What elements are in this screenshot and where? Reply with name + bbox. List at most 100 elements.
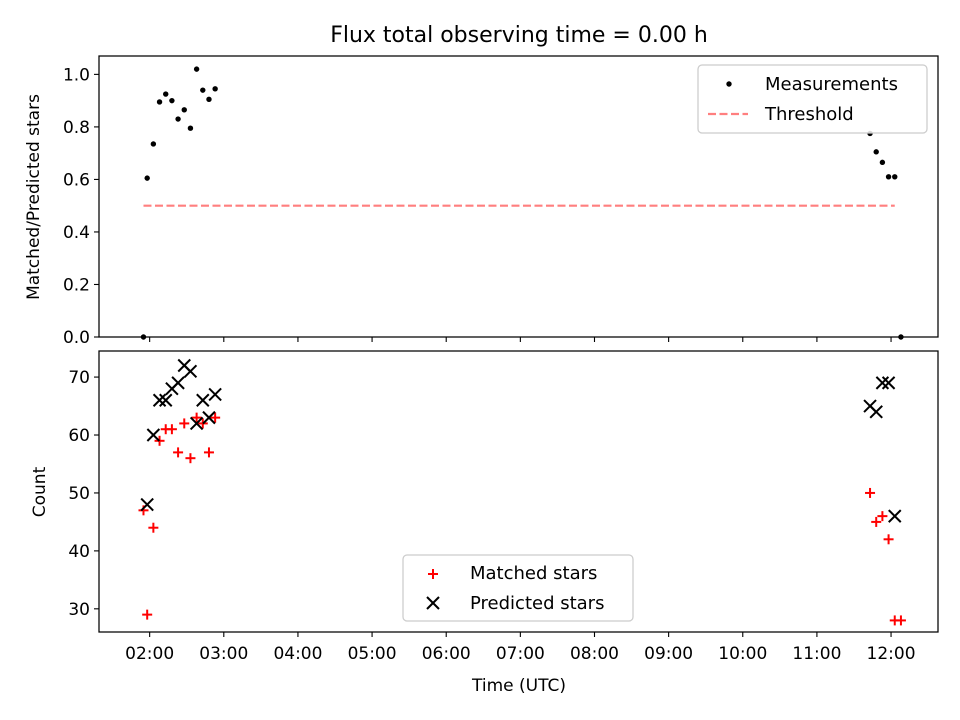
predicted-star-point xyxy=(202,410,216,425)
predicted-star-point xyxy=(171,376,185,390)
matched-star-point xyxy=(142,609,153,620)
x-tick-label: 08:00 xyxy=(570,644,619,664)
predicted-star-point xyxy=(152,393,167,407)
x-tick-label: 07:00 xyxy=(496,644,545,664)
predicted-x-b xyxy=(140,497,154,512)
top-legend-box xyxy=(697,64,928,134)
legend-matched-label: Matched stars xyxy=(470,563,597,584)
matched-star-point xyxy=(203,447,214,458)
measurement-point xyxy=(169,97,175,104)
matched-star-point xyxy=(210,412,221,423)
predicted-star-point xyxy=(196,393,210,407)
top-y-tick-label: 1.0 xyxy=(63,65,90,85)
top-panel: 0.0 0.2 0.4 0.6 0.8 1.0 Matched/Predicted sta… xyxy=(24,55,939,348)
measurement-point xyxy=(873,149,879,155)
matched-star-point xyxy=(865,487,876,498)
x-tick-label: 10:00 xyxy=(718,644,767,664)
predicted-star-point xyxy=(875,376,890,390)
predicted-x-b xyxy=(869,405,883,419)
bottom-y-ticks: 30 40 50 60 70 xyxy=(68,368,99,620)
bottom-x-ticks: 02:00 03:00 04:00 05:00 06:00 07:00 08:00 09:00… xyxy=(125,632,916,664)
top-y-tick-label: 0.2 xyxy=(63,275,90,295)
x-tick-label: 05:00 xyxy=(348,644,397,664)
measurement-point xyxy=(156,99,163,105)
matched-star-point xyxy=(179,418,190,429)
measurement-point xyxy=(187,125,194,131)
matched-star-point xyxy=(883,534,894,545)
x-tick-label: 09:00 xyxy=(644,644,693,664)
bottom-legend: Matched stars Predicted stars xyxy=(402,554,634,622)
predicted-x-b xyxy=(189,416,204,431)
measurement-point xyxy=(200,87,206,93)
bottom-y-tick-label: 50 xyxy=(68,484,90,504)
measurement-point xyxy=(212,86,218,92)
predicted-x-b xyxy=(888,509,902,523)
measurement-point xyxy=(175,116,181,122)
legend-predicted-label: Predicted stars xyxy=(470,593,604,614)
bottom-y-tick-label: 40 xyxy=(68,542,90,562)
measurement-point xyxy=(193,66,200,72)
top-x-ticks xyxy=(149,337,892,342)
measurement-point xyxy=(181,107,187,113)
predicted-x-b xyxy=(183,364,198,378)
x-tick-label: 12:00 xyxy=(867,644,916,664)
predicted-star-point xyxy=(869,405,883,419)
matched-star-point xyxy=(191,412,202,423)
legend-predicted-marker xyxy=(426,596,440,610)
predicted-star-point xyxy=(140,497,154,512)
bottom-plot-area xyxy=(138,358,906,626)
predicted-star-point xyxy=(208,387,222,402)
matched-star-point xyxy=(185,453,196,464)
predicted-x-b xyxy=(152,393,167,407)
bottom-panel: 30 40 50 60 70 02:00 03:00 04:00 05:00 06:00 07:0… xyxy=(30,350,939,696)
bottom-legend-box xyxy=(402,554,634,622)
x-tick-label: 03:00 xyxy=(199,644,248,664)
predicted-star-point xyxy=(159,393,173,407)
top-y-tick-label: 0.6 xyxy=(63,170,90,190)
predicted-x-b xyxy=(202,410,216,425)
bottom-y-tick-label: 70 xyxy=(68,368,90,388)
predicted-x-b xyxy=(881,376,896,390)
chart-title: Flux total observing time = 0.00 h xyxy=(330,23,708,48)
measurement-point xyxy=(163,91,169,97)
top-y-tick-label: 0.0 xyxy=(63,328,90,348)
top-y-ticks: 0.0 0.2 0.4 0.6 0.8 1.0 xyxy=(63,65,99,348)
x-tick-label: 11:00 xyxy=(792,644,841,664)
predicted-star-point xyxy=(146,428,161,442)
predicted-star-point xyxy=(189,416,204,431)
bottom-y-axis-label: Count xyxy=(30,466,50,517)
top-legend: Measurements Threshold xyxy=(697,64,928,134)
top-y-tick-label: 0.8 xyxy=(63,118,90,138)
measurement-point xyxy=(879,159,886,166)
legend-matched-marker xyxy=(428,569,438,579)
top-y-tick-label: 0.4 xyxy=(63,223,90,243)
measurement-point xyxy=(144,175,150,181)
top-y-axis-label: Matched/Predicted stars xyxy=(24,94,44,300)
predicted-star-point xyxy=(881,376,896,390)
predicted-star-point xyxy=(888,509,902,523)
x-tick-label: 02:00 xyxy=(125,644,174,664)
predicted-x-b xyxy=(146,428,161,442)
measurement-point xyxy=(885,174,892,180)
x-tick-label: 06:00 xyxy=(422,644,471,664)
measurement-point xyxy=(150,141,157,147)
x-tick-label: 04:00 xyxy=(273,644,322,664)
measurement-point xyxy=(892,174,898,180)
predicted-star-point xyxy=(183,364,198,378)
measurement-point xyxy=(206,96,212,103)
bottom-axes-frame xyxy=(98,350,939,633)
x-axis-label: Time (UTC) xyxy=(471,676,566,696)
predicted-x-b xyxy=(196,393,210,407)
matched-star-point xyxy=(871,516,882,527)
bottom-y-tick-label: 60 xyxy=(68,426,90,446)
predicted-x-b xyxy=(208,387,222,402)
matched-star-point xyxy=(877,511,888,522)
legend-threshold-label: Threshold xyxy=(764,104,854,125)
matched-star-point xyxy=(148,522,159,533)
predicted-x-b xyxy=(875,376,890,390)
predicted-x-b xyxy=(171,376,185,390)
legend-measurements-marker xyxy=(726,81,732,87)
bottom-y-tick-label: 30 xyxy=(68,600,90,620)
matched-star-point xyxy=(173,447,184,458)
